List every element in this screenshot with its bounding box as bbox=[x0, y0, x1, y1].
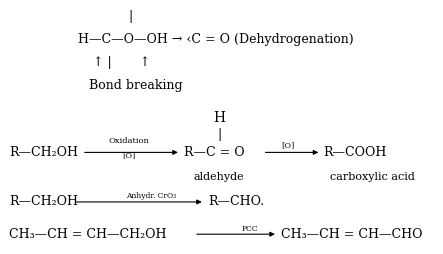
Text: PCC: PCC bbox=[242, 225, 259, 233]
Text: H—C—O—OH → ‹C = O (Dehydrogenation): H—C—O—OH → ‹C = O (Dehydrogenation) bbox=[78, 33, 353, 46]
Text: R—CH₂OH: R—CH₂OH bbox=[9, 146, 78, 159]
Text: R—C = O: R—C = O bbox=[184, 146, 245, 159]
Text: ↑ |       ↑: ↑ | ↑ bbox=[93, 56, 150, 69]
Text: |: | bbox=[217, 128, 222, 141]
Text: Anhydr. CrO₃: Anhydr. CrO₃ bbox=[125, 192, 176, 200]
Text: Oxidation: Oxidation bbox=[108, 137, 149, 145]
Text: [O]: [O] bbox=[122, 151, 135, 159]
Text: H: H bbox=[213, 111, 225, 125]
Text: CH₃—CH = CH—CH₂OH: CH₃—CH = CH—CH₂OH bbox=[9, 228, 167, 241]
Text: R—CHO.: R—CHO. bbox=[208, 195, 264, 209]
Text: Bond breaking: Bond breaking bbox=[89, 78, 182, 92]
Text: CH₃—CH = CH—CHO: CH₃—CH = CH—CHO bbox=[281, 228, 423, 241]
Text: [O]: [O] bbox=[281, 141, 295, 149]
Text: R—COOH: R—COOH bbox=[323, 146, 387, 159]
Text: aldehyde: aldehyde bbox=[194, 171, 245, 182]
Text: R—CH₂OH: R—CH₂OH bbox=[9, 195, 78, 209]
Text: |: | bbox=[128, 10, 133, 23]
Text: carboxylic acid: carboxylic acid bbox=[330, 171, 415, 182]
